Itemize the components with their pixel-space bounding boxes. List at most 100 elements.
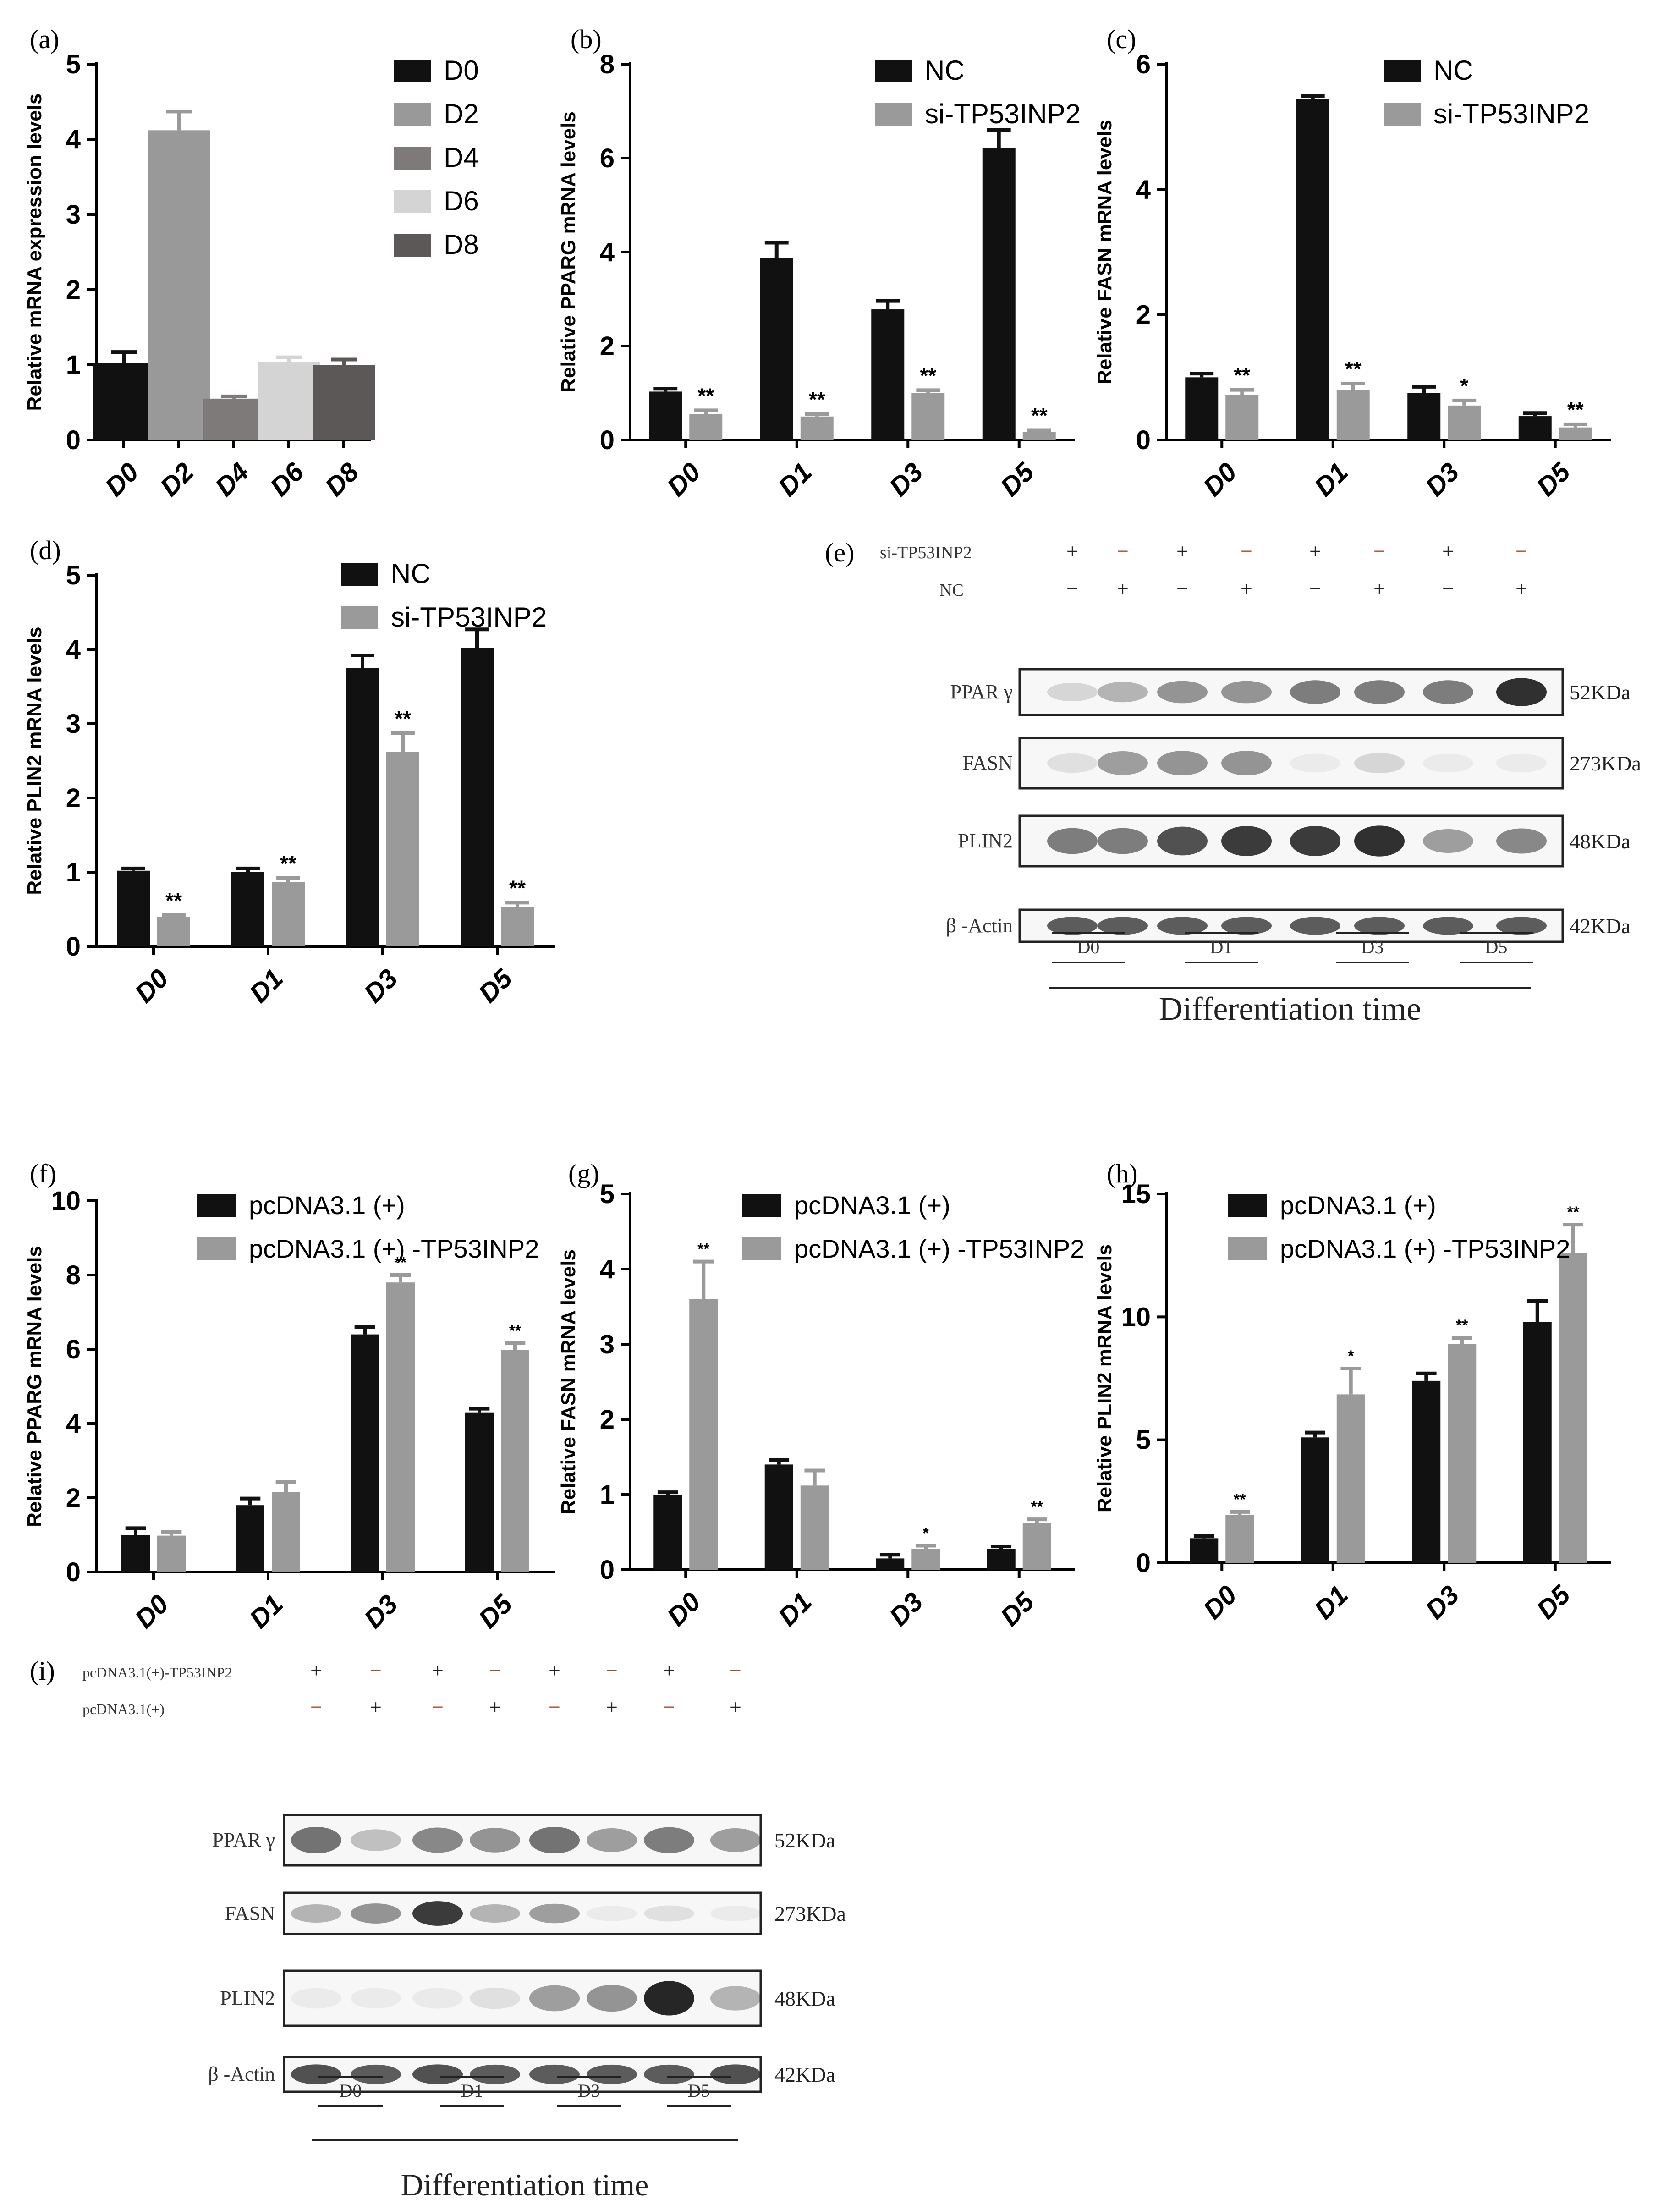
x-tick-label: D1 xyxy=(1309,1580,1354,1625)
y-tick-label: 3 xyxy=(66,709,81,739)
y-tick-label: 15 xyxy=(1121,1179,1151,1209)
legend-swatch xyxy=(341,606,378,629)
time-group-label: D5 xyxy=(1485,937,1508,957)
protein-band xyxy=(1098,828,1148,854)
y-tick-label: 6 xyxy=(600,143,615,173)
y-tick-label: 0 xyxy=(66,425,81,455)
y-tick-label: 4 xyxy=(66,125,81,154)
bar-D5-series-1 xyxy=(501,1350,529,1572)
bar-D2-series-0 xyxy=(148,130,210,440)
treatment-row-label: si-TP53INP2 xyxy=(880,543,972,562)
y-tick-label: 6 xyxy=(66,1335,81,1364)
panel-label: (b) xyxy=(571,24,602,54)
y-tick-label: 8 xyxy=(600,49,615,79)
time-group-label: D1 xyxy=(461,2080,483,2101)
bar-D1-series-1 xyxy=(272,1492,300,1572)
protein-band xyxy=(1157,681,1208,704)
legend-swatch xyxy=(394,103,431,126)
legend-label: D2 xyxy=(444,99,479,129)
bar-D3-series-0 xyxy=(876,1558,905,1570)
protein-band xyxy=(1423,917,1473,935)
protein-band xyxy=(1047,682,1098,702)
significance-mark: ** xyxy=(509,876,526,900)
bar-D1-series-1 xyxy=(800,416,834,440)
protein-band xyxy=(1290,826,1340,856)
x-tick-label: D5 xyxy=(995,456,1040,502)
time-group-label: D0 xyxy=(340,2080,362,2101)
protein-band xyxy=(1290,680,1340,704)
bar-D1-series-0 xyxy=(1301,1437,1329,1563)
protein-band xyxy=(1157,917,1208,935)
x-tick-label: D1 xyxy=(1309,457,1354,502)
bar-D1-series-0 xyxy=(764,1464,793,1570)
y-tick-label: 8 xyxy=(66,1260,81,1290)
bar-D3-series-1 xyxy=(1448,1344,1477,1563)
treatment-sign: − xyxy=(1515,539,1527,563)
x-tick-label: D5 xyxy=(473,1589,518,1634)
treatment-sign: − xyxy=(370,1659,382,1682)
bar-D4-series-0 xyxy=(203,398,265,440)
legend-label: si-TP53INP2 xyxy=(391,602,547,632)
legend-swatch xyxy=(394,60,431,82)
band-size: 48KDa xyxy=(774,1987,835,2010)
band-size: 42KDa xyxy=(774,2063,835,2086)
bar-D0-series-1 xyxy=(157,917,190,946)
x-tick-label: D5 xyxy=(473,963,518,1008)
bar-D3-series-0 xyxy=(1412,1380,1441,1563)
protein-band xyxy=(412,1901,463,1926)
legend-swatch xyxy=(1228,1237,1267,1260)
y-tick-label: 0 xyxy=(1136,1548,1151,1578)
y-tick-label: 2 xyxy=(66,1483,81,1513)
x-tick-label: D0 xyxy=(1197,457,1242,502)
protein-band xyxy=(1423,680,1473,704)
protein-band xyxy=(644,2064,694,2084)
significance-mark: ** xyxy=(1567,398,1584,422)
x-tick-label: D3 xyxy=(358,963,403,1008)
protein-band xyxy=(1496,753,1547,773)
chart-panel-2: (c) 0 2 4 6 Relative FASN mRNA levels ** D0 ** D1… xyxy=(1093,24,1611,502)
legend-label: NC xyxy=(925,55,965,86)
blot-panel-1: (i) pcDNA3.1(+)-TP53INP2 + − + − + − + − pcDNA3.1(… xyxy=(30,1656,846,2202)
bar-D8-series-0 xyxy=(313,365,375,440)
bar-D3-series-1 xyxy=(386,1282,415,1572)
bar-D5-series-0 xyxy=(461,648,494,946)
protein-band xyxy=(710,1828,761,1852)
y-tick-label: 1 xyxy=(66,858,81,887)
y-axis-label: Relative FASN mRNA levels xyxy=(557,1249,580,1514)
significance-mark: ** xyxy=(165,889,182,913)
treatment-row-label: pcDNA3.1(+)-TP53INP2 xyxy=(82,1664,232,1681)
chart-panel-0: (a) 0 1 2 3 4 5 Relative mRNA expression levels… xyxy=(23,24,479,502)
band-label: FASN xyxy=(963,752,1013,774)
y-tick-label: 5 xyxy=(600,1179,615,1209)
bar-D5-series-1 xyxy=(1559,1253,1587,1563)
protein-band xyxy=(710,1906,761,1921)
chart-panel-6: (h) 0 5 10 15 Relative PLIN2 mRNA levels ** D0 *… xyxy=(1093,1159,1611,1625)
bar-D0-series-0 xyxy=(649,391,682,440)
x-tick-label: D5 xyxy=(995,1586,1040,1632)
y-axis-label: Relative PPARG mRNA levels xyxy=(557,111,580,393)
y-tick-label: 0 xyxy=(1136,425,1151,455)
legend-label: D8 xyxy=(444,229,479,260)
bar-D5-series-0 xyxy=(465,1412,494,1572)
bar-D0-series-1 xyxy=(1225,395,1259,440)
protein-band xyxy=(1221,751,1272,775)
bar-D0-series-0 xyxy=(93,363,155,440)
bar-D3-series-0 xyxy=(1407,393,1441,440)
protein-band xyxy=(1354,917,1405,935)
y-axis-label: Relative FASN mRNA levels xyxy=(1093,120,1116,385)
chart-panel-3: (d) 0 1 2 3 4 5 Relative PLIN2 mRNA levels ** D0 *… xyxy=(23,535,555,1008)
legend-swatch xyxy=(394,147,431,170)
treatment-sign: − xyxy=(432,1695,444,1719)
protein-band xyxy=(587,2064,637,2084)
protein-band xyxy=(1098,751,1148,775)
treatment-sign: + xyxy=(1373,577,1385,600)
legend-label: NC xyxy=(1433,55,1473,86)
treatment-sign: + xyxy=(730,1695,741,1719)
y-tick-label: 6 xyxy=(1136,49,1151,79)
y-tick-label: 1 xyxy=(66,350,81,380)
y-tick-label: 4 xyxy=(1136,175,1151,204)
bar-D0-series-1 xyxy=(157,1535,186,1572)
y-tick-label: 3 xyxy=(66,200,81,230)
protein-band xyxy=(351,2064,401,2084)
